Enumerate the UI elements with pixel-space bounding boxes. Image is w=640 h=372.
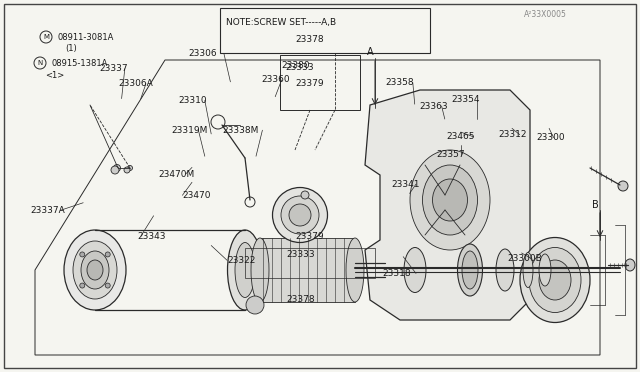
Ellipse shape (404, 247, 426, 292)
Text: 23319M: 23319M (172, 126, 208, 135)
Ellipse shape (227, 230, 262, 310)
Text: NOTE:SCREW SET-----A,B: NOTE:SCREW SET-----A,B (226, 17, 336, 26)
Text: 23380: 23380 (282, 61, 310, 70)
Ellipse shape (105, 252, 110, 257)
Ellipse shape (81, 251, 109, 289)
Text: N: N (37, 60, 43, 66)
Ellipse shape (87, 260, 103, 280)
Text: 23378: 23378 (295, 35, 324, 45)
Text: 23358: 23358 (385, 78, 414, 87)
Text: 23300: 23300 (536, 133, 565, 142)
Text: 23357: 23357 (436, 150, 465, 159)
Ellipse shape (80, 252, 84, 257)
Text: (1): (1) (65, 45, 77, 54)
Text: 23379: 23379 (295, 80, 324, 89)
Text: 23333: 23333 (287, 250, 316, 259)
Text: 23470: 23470 (182, 191, 211, 200)
Bar (220, 8, 430, 53)
Text: 23306: 23306 (189, 49, 218, 58)
Ellipse shape (462, 251, 478, 289)
Ellipse shape (246, 296, 264, 314)
Text: 23312: 23312 (498, 130, 527, 139)
Text: 23354: 23354 (451, 95, 480, 104)
Ellipse shape (433, 179, 467, 221)
Text: B: B (591, 200, 598, 210)
Ellipse shape (529, 247, 581, 312)
Text: 23337: 23337 (99, 64, 128, 73)
Ellipse shape (113, 164, 120, 171)
Text: 23300B: 23300B (507, 254, 541, 263)
Ellipse shape (73, 241, 117, 299)
Ellipse shape (124, 167, 130, 173)
Text: 23379: 23379 (296, 232, 324, 241)
Ellipse shape (539, 254, 551, 286)
Bar (280, 55, 360, 110)
Text: <1>: <1> (45, 71, 64, 80)
Bar (260, 238, 355, 302)
Text: 23470M: 23470M (159, 170, 195, 179)
Ellipse shape (64, 230, 126, 310)
Text: 23338M: 23338M (223, 126, 259, 135)
Ellipse shape (625, 259, 635, 271)
Text: 23363: 23363 (419, 102, 448, 110)
Text: 23360: 23360 (261, 76, 290, 84)
Ellipse shape (281, 196, 319, 234)
Ellipse shape (496, 249, 514, 291)
Ellipse shape (523, 253, 533, 288)
Text: M: M (43, 34, 49, 40)
Ellipse shape (235, 243, 255, 298)
Text: 23333: 23333 (285, 64, 314, 73)
Text: 23310: 23310 (178, 96, 207, 105)
Ellipse shape (410, 150, 490, 250)
Ellipse shape (111, 166, 119, 174)
Text: 08915-1381A: 08915-1381A (52, 58, 108, 67)
Bar (245, 248, 375, 278)
Text: A: A (367, 47, 373, 57)
Ellipse shape (539, 260, 571, 300)
Ellipse shape (422, 165, 477, 235)
Text: 23343: 23343 (138, 232, 166, 241)
Text: 23465: 23465 (447, 132, 476, 141)
Text: 08911-3081A: 08911-3081A (58, 32, 115, 42)
Text: 23341: 23341 (392, 180, 420, 189)
Ellipse shape (80, 283, 84, 288)
Text: 23378: 23378 (287, 295, 316, 304)
Ellipse shape (273, 187, 328, 243)
Ellipse shape (458, 244, 483, 296)
Ellipse shape (251, 238, 269, 302)
Ellipse shape (289, 204, 311, 226)
Text: 23306A: 23306A (118, 79, 153, 88)
Text: 23322: 23322 (227, 256, 255, 265)
Ellipse shape (618, 181, 628, 191)
Text: 23337A: 23337A (31, 206, 65, 215)
Ellipse shape (301, 191, 309, 199)
Text: A²33X0005: A²33X0005 (524, 10, 566, 19)
Polygon shape (365, 90, 530, 320)
Ellipse shape (127, 166, 132, 170)
Text: 23318: 23318 (383, 269, 412, 278)
Ellipse shape (105, 283, 110, 288)
Ellipse shape (520, 237, 590, 323)
Ellipse shape (346, 238, 364, 302)
